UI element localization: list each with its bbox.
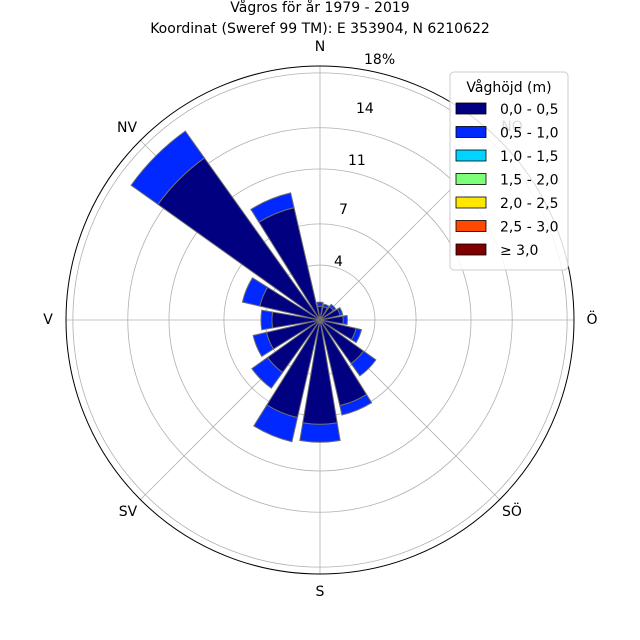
legend-title: Våghöjd (m) (466, 79, 551, 96)
legend-swatch-2 (455, 149, 487, 162)
legend-label-2: 1,0 - 1,5 (500, 149, 558, 165)
dir-label-o: Ö (586, 310, 597, 328)
bar-dir14-bin1 (130, 130, 206, 206)
bar-dir12-bin1 (260, 309, 274, 331)
bar-dir10-bin1 (251, 356, 284, 389)
legend-swatch-1 (455, 126, 487, 138)
legend-label-3: 1,5 - 2,0 (500, 173, 558, 189)
legend: Våghöjd (m) 0,0 - 0,5 0,5 - 1,0 1,0 - 1,5 1… (449, 71, 569, 271)
legend-label-0: 0,0 - 0,5 (500, 102, 558, 118)
legend-label-5: 2,5 - 3,0 (500, 220, 558, 236)
radial-tick-14: 14 (356, 101, 374, 117)
radial-tick-11: 11 (348, 153, 366, 169)
bar-dir7-bin1 (339, 393, 373, 416)
legend-label-1: 0,5 - 1,0 (500, 126, 558, 142)
legend-swatch-0 (455, 102, 487, 115)
bar-dir3-bin1 (336, 306, 344, 316)
dir-label-s: S (316, 584, 325, 600)
polar-frame (65, 65, 575, 575)
bar-dir1-bin1 (322, 303, 330, 310)
bar-dir8-bin1 (299, 422, 341, 443)
bar-dir15-bin1 (250, 192, 295, 223)
chart-title: Vågros för år 1979 - 2019 (230, 0, 409, 16)
radial-tick-4: 4 (334, 254, 343, 270)
bar-dir13-bin1 (241, 277, 269, 307)
rose-bars (130, 130, 377, 443)
dir-label-v: V (43, 312, 53, 328)
dir-label-n: N (315, 39, 325, 55)
dir-label-so: SÖ (502, 502, 522, 520)
dir-label-sv: SV (119, 504, 138, 520)
radial-tick-18: 18% (364, 52, 395, 68)
bar-dir9-bin1 (253, 404, 299, 443)
bar-dir6-bin1 (350, 350, 377, 377)
dir-label-nv: NV (117, 120, 137, 136)
radial-tick-7: 7 (339, 202, 348, 218)
legend-swatch-5 (455, 220, 487, 232)
legend-label-6: ≥ 3,0 (500, 243, 538, 259)
bar-dir0-bin1 (316, 301, 324, 308)
bar-dir2-bin1 (328, 303, 337, 312)
legend-swatch-3 (455, 173, 487, 185)
chart-subtitle: Koordinat (Sweref 99 TM): E 353904, N 62… (150, 21, 490, 37)
radial-tick-labels: 4 7 11 14 18% (334, 52, 395, 270)
legend-swatch-4 (455, 196, 487, 209)
legend-swatch-6 (455, 243, 487, 256)
bar-dir11-bin1 (252, 331, 275, 358)
bar-dir5-bin1 (350, 327, 363, 344)
bar-dir4-bin1 (342, 314, 348, 326)
legend-entries: 0,0 - 0,5 0,5 - 1,0 1,0 - 1,5 1,5 - 2,0 2,0 … (455, 102, 558, 259)
legend-label-4: 2,0 - 2,5 (500, 196, 558, 212)
